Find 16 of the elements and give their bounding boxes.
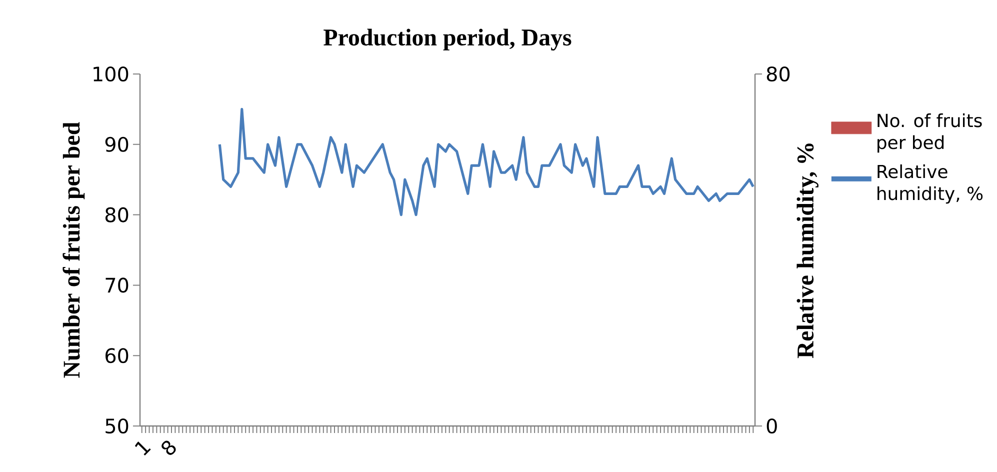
y2-tick-label: 80 [766,66,790,82]
line-series [218,108,754,216]
chart-title: Production period, Days [324,28,572,50]
y-tick-label: 90 [105,136,128,152]
y-tick-label: 100 [94,66,128,82]
y2-axis-title: Relative humidity, % [796,144,818,358]
y-tick-label: 50 [106,418,128,434]
legend-label: No. of fruits per bed [878,113,982,153]
y-tick-label: 70 [106,278,128,293]
x-tick-label: 1 [134,442,151,456]
legend-label: Relative humidity, % [878,164,983,204]
y-axis-title: Number of fruits per bed [62,122,85,378]
y-tick-label: 80 [105,207,128,222]
x-tick-label: 8 [162,440,176,455]
y2-tick-label: 0 [766,418,777,434]
y-tick-label: 60 [106,348,128,364]
